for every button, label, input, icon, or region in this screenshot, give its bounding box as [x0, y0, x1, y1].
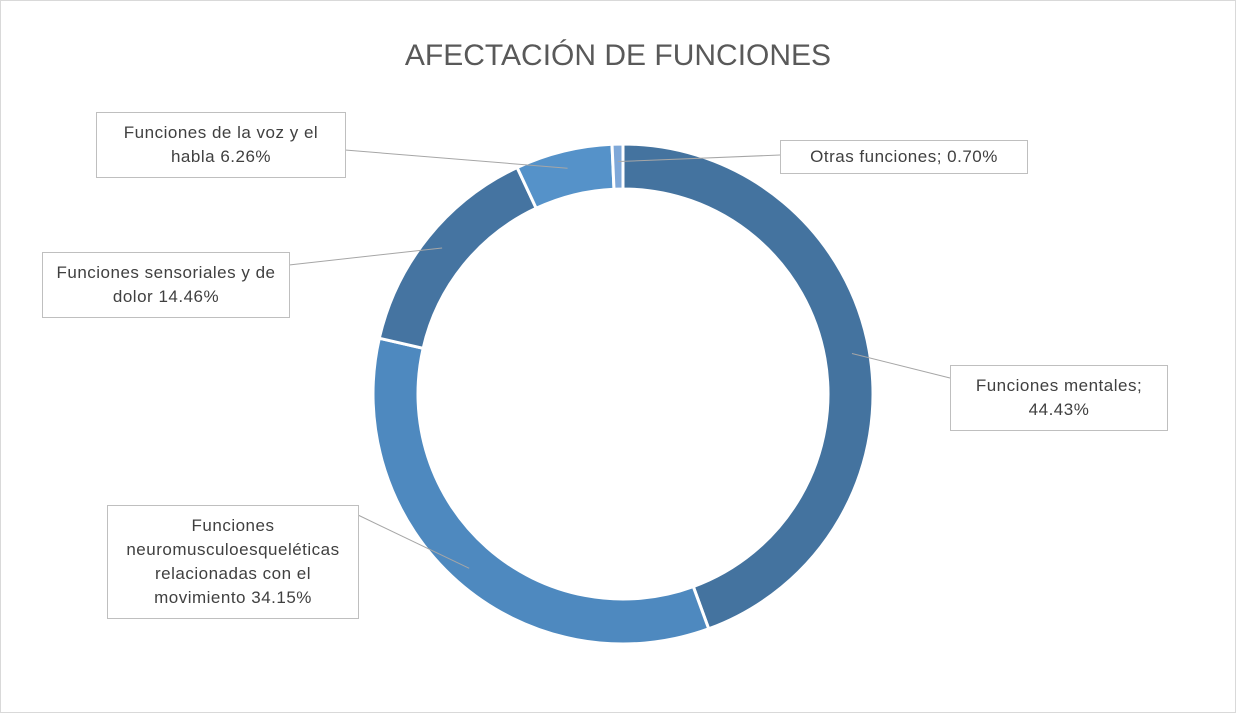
label-value: 6.26%: [220, 147, 272, 166]
label-category: Funciones sensoriales y de dolor: [56, 263, 276, 306]
data-label: Funciones mentales; 44.43%: [950, 365, 1168, 431]
data-label: Funciones de la voz y el habla 6.26%: [96, 112, 346, 178]
leader-line: [357, 514, 470, 569]
leader-line: [344, 149, 568, 169]
label-value: 44.43%: [1028, 400, 1090, 419]
label-category: Funciones de la voz y el habla: [123, 123, 319, 166]
label-category: Funciones neuromusculoesqueléticas relac…: [126, 516, 340, 607]
leader-line: [617, 154, 781, 163]
leader-line: [851, 353, 951, 379]
label-category: Otras funciones;: [810, 147, 942, 166]
leader-line: [288, 247, 443, 266]
data-label: Otras funciones; 0.70%: [780, 140, 1028, 174]
label-value: 14.46%: [158, 287, 220, 306]
label-category: Funciones mentales;: [975, 376, 1143, 395]
data-label: Funciones neuromusculoesqueléticas relac…: [107, 505, 359, 619]
donut-slice: [621, 142, 875, 631]
donut-slice: [610, 142, 625, 191]
label-value: 0.70%: [947, 147, 998, 166]
chart-title: AFECTACIÓN DE FUNCIONES: [405, 39, 831, 72]
label-value: 34.15%: [251, 588, 312, 607]
data-label: Funciones sensoriales y de dolor 14.46%: [42, 252, 290, 318]
